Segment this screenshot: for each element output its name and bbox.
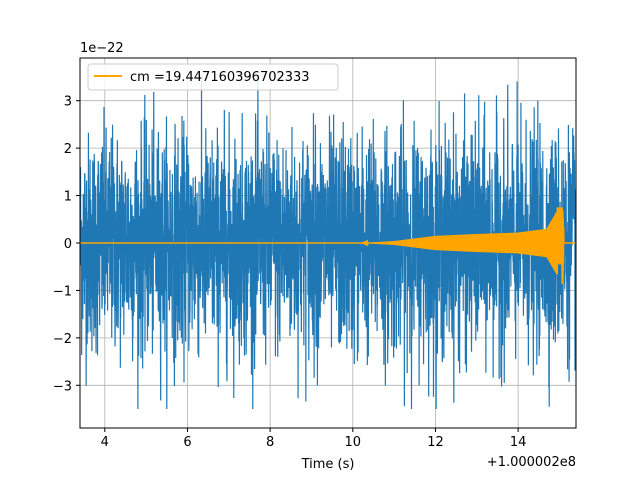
x-tick-label: 4 bbox=[101, 435, 109, 450]
chirp-series bbox=[80, 207, 576, 285]
x-tick-label: 10 bbox=[345, 435, 362, 450]
x-offset-text: +1.000002e8 bbox=[487, 455, 576, 470]
legend-box bbox=[87, 63, 339, 91]
y-tick-label: 3 bbox=[64, 95, 72, 110]
legend-entry-label: cm =19.447160396702333 bbox=[130, 70, 310, 85]
y-tick-label: 1 bbox=[64, 190, 72, 205]
x-tick-label: 14 bbox=[510, 435, 527, 450]
y-axis-ticks: −3 −2 −1 0 1 2 3 bbox=[53, 95, 80, 394]
legend: cm =19.447160396702333 bbox=[87, 63, 339, 91]
y-tick-label: −2 bbox=[53, 332, 72, 347]
y-tick-label: 0 bbox=[64, 237, 72, 252]
y-tick-label: −1 bbox=[53, 284, 72, 299]
x-tick-label: 6 bbox=[183, 435, 191, 450]
x-axis-label: Time (s) bbox=[301, 457, 355, 472]
y-tick-label: 2 bbox=[64, 142, 72, 157]
x-tick-label: 12 bbox=[427, 435, 444, 450]
chirp-line bbox=[80, 207, 576, 285]
y-scale-text: 1e−22 bbox=[80, 41, 124, 56]
x-tick-label: 8 bbox=[266, 435, 274, 450]
x-axis-ticks: 4 6 8 10 12 14 bbox=[101, 428, 527, 450]
y-tick-label: −3 bbox=[53, 379, 72, 394]
